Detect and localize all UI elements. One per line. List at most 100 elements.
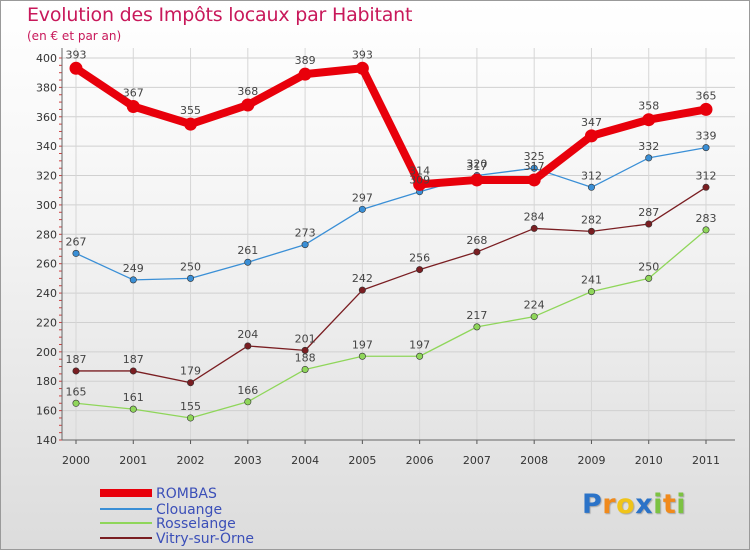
data-point (187, 414, 195, 422)
data-label: 368 (237, 85, 258, 98)
legend-label: Vitry-sur-Orne (156, 531, 254, 547)
x-tick-label: 2000 (62, 454, 90, 467)
data-point (301, 346, 309, 354)
y-tick-label: 380 (36, 81, 57, 94)
logo-letter: o (616, 489, 636, 520)
data-point (301, 241, 309, 249)
y-tick-label: 300 (36, 199, 57, 212)
logo-letter: t (662, 489, 677, 520)
series-line-vitry-sur-orne (75, 186, 707, 384)
x-tick-label: 2004 (291, 454, 319, 467)
proxiti-logo: Proxiti (582, 489, 686, 520)
data-point (358, 352, 366, 360)
data-label: 312 (696, 169, 717, 182)
data-label: 201 (295, 332, 316, 345)
data-label: 393 (352, 48, 373, 61)
data-point (642, 113, 656, 127)
data-point (187, 379, 195, 387)
data-point (470, 173, 484, 187)
data-label: 268 (466, 234, 487, 247)
x-tick-label: 2002 (177, 454, 205, 467)
data-label: 332 (638, 140, 659, 153)
data-point (126, 99, 140, 113)
data-label: 197 (409, 338, 430, 351)
data-label: 282 (581, 213, 602, 226)
x-tick-label: 2005 (348, 454, 376, 467)
data-label: 197 (352, 338, 373, 351)
chart-title: Evolution des Impôts locaux par Habitant (27, 4, 413, 26)
data-label: 287 (638, 206, 659, 219)
data-label: 283 (696, 212, 717, 225)
y-tick-label: 280 (36, 228, 57, 241)
y-tick-label: 140 (36, 434, 57, 447)
data-label: 261 (237, 244, 258, 257)
data-label: 165 (66, 385, 87, 398)
data-point (298, 67, 312, 81)
y-tick-label: 240 (36, 287, 57, 300)
x-tick-label: 2007 (463, 454, 491, 467)
data-point (72, 399, 80, 407)
data-label: 347 (581, 116, 602, 129)
y-tick-label: 320 (36, 170, 57, 183)
y-tick-label: 260 (36, 258, 57, 271)
data-point (244, 342, 252, 350)
data-label: 179 (180, 365, 201, 378)
x-tick-label: 2008 (520, 454, 548, 467)
series-line-clouange (75, 146, 707, 281)
data-point (473, 248, 481, 256)
data-label: 325 (524, 150, 545, 163)
data-label: 284 (524, 210, 545, 223)
series-line-rosselange (75, 229, 707, 419)
y-tick-label: 200 (36, 346, 57, 359)
data-label: 389 (295, 54, 316, 67)
data-point (530, 224, 538, 232)
data-point (645, 154, 653, 162)
data-point (69, 61, 83, 75)
data-point (72, 367, 80, 375)
data-label: 204 (237, 328, 258, 341)
data-point (699, 102, 713, 116)
data-point (244, 258, 252, 266)
data-label: 309 (409, 174, 430, 187)
y-tick-label: 220 (36, 316, 57, 329)
data-point (358, 286, 366, 294)
y-tick-label: 400 (36, 52, 57, 65)
data-label: 317 (524, 160, 545, 173)
data-point (72, 249, 80, 257)
data-point (584, 129, 598, 143)
data-point (187, 274, 195, 282)
data-label: 161 (123, 391, 144, 404)
y-tick-label: 180 (36, 375, 57, 388)
y-tick-label: 160 (36, 405, 57, 418)
data-label: 249 (123, 262, 144, 275)
data-point (530, 313, 538, 321)
x-tick-label: 2001 (119, 454, 147, 467)
data-point (587, 183, 595, 191)
data-label: 312 (581, 169, 602, 182)
chart-subtitle: (en € et par an) (27, 29, 122, 43)
data-point (645, 220, 653, 228)
data-point (184, 117, 198, 131)
data-label: 367 (123, 86, 144, 99)
legend-label: Rosselange (156, 516, 236, 532)
x-tick-label: 2006 (406, 454, 434, 467)
data-point (702, 144, 710, 152)
data-point (416, 266, 424, 274)
logo-letter: r (602, 489, 617, 520)
data-label: 250 (638, 260, 659, 273)
x-tick-label: 2009 (577, 454, 605, 467)
data-label: 250 (180, 260, 201, 273)
data-label: 241 (581, 274, 602, 287)
data-label: 256 (409, 252, 430, 265)
x-tick-label: 2003 (234, 454, 262, 467)
data-point (587, 227, 595, 235)
data-label: 358 (638, 100, 659, 113)
y-tick-label: 340 (36, 140, 57, 153)
data-point (129, 405, 137, 413)
data-label: 273 (295, 227, 316, 240)
data-label: 267 (66, 235, 87, 248)
data-label: 187 (66, 353, 87, 366)
data-point (530, 164, 538, 172)
data-point (129, 367, 137, 375)
